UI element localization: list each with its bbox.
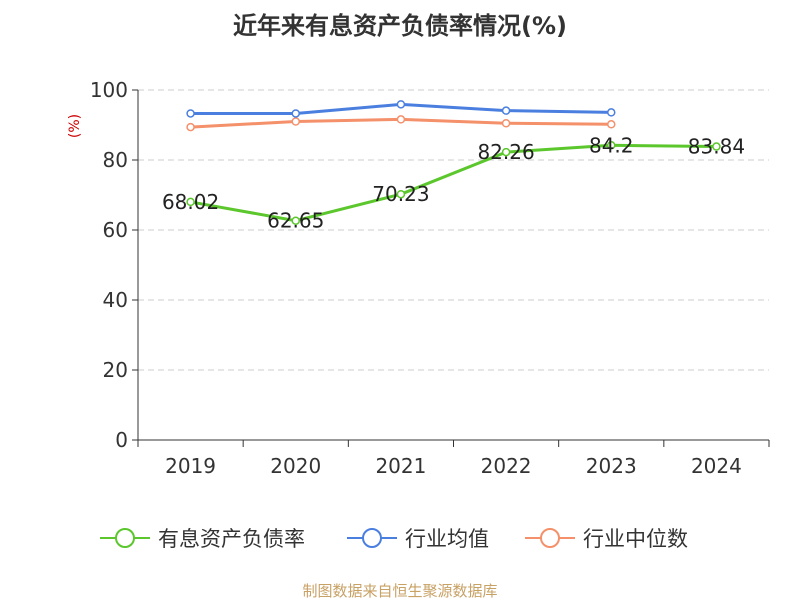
data-point xyxy=(291,117,300,126)
data-label: 62.65 xyxy=(267,209,324,233)
data-point xyxy=(396,115,406,124)
legend-label: 行业中位数 xyxy=(583,527,688,551)
axes: 0 20 40 60 80 100 2019 2020 2021 2022 2023 2024 xyxy=(90,78,770,478)
legend-swatch-marker xyxy=(115,528,135,548)
y-tick-label: 0 xyxy=(115,428,128,452)
data-point xyxy=(501,119,511,128)
data-point xyxy=(607,108,616,117)
x-tick-label: 2024 xyxy=(691,454,742,478)
legend[interactable]: 有息资产负债率 行业均值 行业中位数 xyxy=(100,527,688,551)
x-tick-label: 2021 xyxy=(375,454,426,478)
legend-label: 有息资产负债率 xyxy=(158,527,305,551)
data-point xyxy=(396,100,406,109)
data-label: 70.23 xyxy=(372,182,429,206)
data-label: 83.84 xyxy=(688,135,745,159)
data-point xyxy=(186,122,195,132)
y-axis-label: (%) xyxy=(67,114,83,138)
legend-item-1[interactable]: 行业均值 xyxy=(347,527,489,551)
data-point xyxy=(607,120,616,129)
x-tick-label: 2020 xyxy=(270,454,321,478)
series-lines xyxy=(186,100,721,225)
data-point xyxy=(607,141,616,150)
data-point xyxy=(712,142,721,151)
x-tick-label: 2019 xyxy=(165,454,216,478)
y-tick-label: 80 xyxy=(103,148,128,172)
data-point xyxy=(396,189,406,199)
data-point xyxy=(186,197,195,207)
data-point xyxy=(291,109,300,118)
legend-item-0[interactable]: 有息资产负债率 xyxy=(100,527,305,551)
legend-swatch-marker xyxy=(540,528,560,548)
data-label: 84.2 xyxy=(589,133,634,157)
y-tick-label: 20 xyxy=(103,358,128,382)
legend-swatch-marker xyxy=(362,528,382,548)
legend-item-2[interactable]: 行业中位数 xyxy=(525,527,688,551)
x-tick-label: 2022 xyxy=(481,454,532,478)
data-point xyxy=(291,216,300,225)
data-point xyxy=(186,109,195,118)
data-labels: 68.02 62.65 70.23 82.26 84.2 83.84 xyxy=(162,133,745,232)
x-tick-label: 2023 xyxy=(586,454,637,478)
y-tick-label: 40 xyxy=(103,288,128,312)
source-note: 制图数据来自恒生聚源数据库 xyxy=(302,582,497,600)
data-point xyxy=(501,106,511,115)
data-label: 68.02 xyxy=(162,190,219,214)
chart-title: 近年来有息资产负债率情况(%) xyxy=(233,12,567,40)
grid-lines xyxy=(138,89,769,371)
legend-label: 行业均值 xyxy=(405,527,489,551)
data-point xyxy=(501,147,511,157)
y-tick-label: 60 xyxy=(103,218,128,242)
y-tick-label: 100 xyxy=(90,78,128,102)
data-label: 82.26 xyxy=(477,140,534,164)
series-line-0 xyxy=(190,143,717,223)
